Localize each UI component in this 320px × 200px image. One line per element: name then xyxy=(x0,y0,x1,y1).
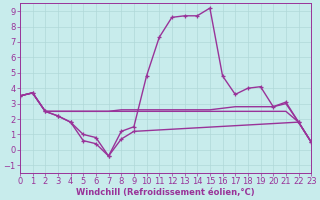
X-axis label: Windchill (Refroidissement éolien,°C): Windchill (Refroidissement éolien,°C) xyxy=(76,188,255,197)
